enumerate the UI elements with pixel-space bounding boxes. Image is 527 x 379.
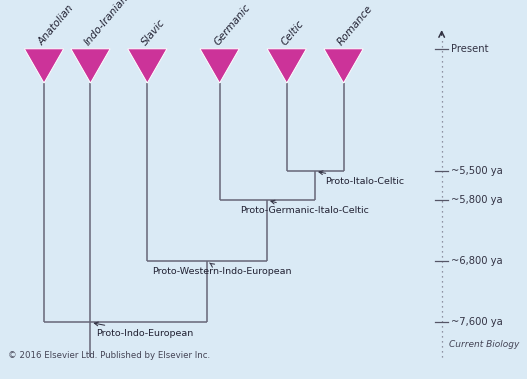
Polygon shape bbox=[200, 49, 239, 83]
Text: © 2016 Elsevier Ltd. Published by Elsevier Inc.: © 2016 Elsevier Ltd. Published by Elsevi… bbox=[8, 351, 210, 360]
Polygon shape bbox=[71, 49, 110, 83]
Text: ~5,800 ya: ~5,800 ya bbox=[451, 195, 503, 205]
Polygon shape bbox=[24, 49, 64, 83]
Text: Proto-Indo-European: Proto-Indo-European bbox=[94, 322, 193, 338]
Text: Romance: Romance bbox=[336, 3, 375, 47]
Text: Proto-Western-Indo-European: Proto-Western-Indo-European bbox=[152, 263, 292, 276]
Text: Anatolian: Anatolian bbox=[36, 3, 76, 47]
Text: Present: Present bbox=[451, 44, 489, 54]
Text: ~7,600 ya: ~7,600 ya bbox=[451, 318, 503, 327]
Text: Slavic: Slavic bbox=[140, 17, 167, 47]
Text: Celtic: Celtic bbox=[279, 18, 306, 47]
Text: ~5,500 ya: ~5,500 ya bbox=[451, 166, 503, 176]
Text: Current Biology: Current Biology bbox=[449, 340, 519, 349]
Polygon shape bbox=[324, 49, 363, 83]
Text: Proto-Italo-Celtic: Proto-Italo-Celtic bbox=[319, 171, 405, 186]
Polygon shape bbox=[128, 49, 167, 83]
Polygon shape bbox=[267, 49, 306, 83]
Text: Germanic: Germanic bbox=[212, 2, 252, 47]
Text: Proto-Germanic-Italo-Celtic: Proto-Germanic-Italo-Celtic bbox=[240, 200, 369, 215]
Text: Indo-Iranian: Indo-Iranian bbox=[83, 0, 131, 47]
Text: ~6,800 ya: ~6,800 ya bbox=[451, 256, 503, 266]
